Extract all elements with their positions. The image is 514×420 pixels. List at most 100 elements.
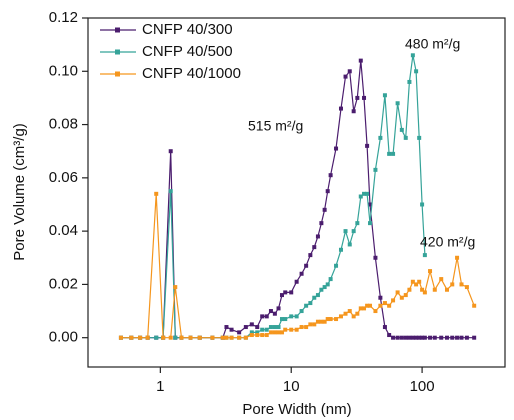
data-point xyxy=(403,135,408,140)
data-point xyxy=(308,253,313,258)
data-point xyxy=(249,322,254,327)
data-point xyxy=(439,335,444,340)
data-point xyxy=(161,335,166,340)
data-point xyxy=(264,327,269,332)
data-point xyxy=(255,325,260,330)
data-point xyxy=(272,311,277,316)
data-point xyxy=(455,255,460,260)
data-point xyxy=(338,314,343,319)
data-point xyxy=(312,295,317,300)
data-point xyxy=(243,335,248,340)
data-point xyxy=(391,335,396,340)
data-point xyxy=(403,335,408,340)
data-point xyxy=(347,309,352,314)
data-point xyxy=(145,335,150,340)
data-point xyxy=(422,253,427,258)
data-point xyxy=(365,143,370,148)
data-point xyxy=(355,221,360,226)
data-point xyxy=(283,327,288,332)
data-point xyxy=(283,317,288,322)
data-point xyxy=(299,309,304,314)
data-point xyxy=(173,285,178,290)
data-point xyxy=(338,247,343,252)
x-tick-label: 1 xyxy=(156,378,164,395)
data-point xyxy=(407,79,412,84)
data-point xyxy=(237,335,242,340)
data-point xyxy=(428,269,433,274)
data-point xyxy=(358,194,363,199)
x-tick-label: 10 xyxy=(283,378,300,395)
y-axis-title: Pore Volume (cm³/g) xyxy=(11,123,28,261)
data-point xyxy=(289,290,294,295)
data-point xyxy=(464,335,469,340)
legend-label: CNFP 40/300 xyxy=(142,21,233,38)
data-point xyxy=(414,335,419,340)
data-point xyxy=(260,333,265,338)
data-point xyxy=(343,74,348,79)
data-point xyxy=(220,335,225,340)
data-point xyxy=(260,314,265,319)
data-point xyxy=(237,330,242,335)
data-point xyxy=(129,335,134,340)
data-point xyxy=(464,285,469,290)
data-point xyxy=(417,335,422,340)
data-point xyxy=(224,325,229,330)
data-point xyxy=(355,311,360,316)
data-point xyxy=(197,335,202,340)
data-point xyxy=(243,325,248,330)
data-point xyxy=(188,335,193,340)
annotation: 420 m²/g xyxy=(420,234,475,250)
data-point xyxy=(289,314,294,319)
data-point xyxy=(289,327,294,332)
data-point xyxy=(395,335,400,340)
data-point xyxy=(378,135,383,140)
data-point xyxy=(459,335,464,340)
data-point xyxy=(229,327,234,332)
data-point xyxy=(315,234,320,239)
data-point xyxy=(276,306,281,311)
data-point xyxy=(351,314,356,319)
data-point xyxy=(399,295,404,300)
data-point xyxy=(347,69,352,74)
data-point xyxy=(422,290,427,295)
data-point xyxy=(255,333,260,338)
y-tick-label: 0.00 xyxy=(49,329,78,346)
data-point xyxy=(368,202,373,207)
data-point xyxy=(343,311,348,316)
data-point xyxy=(387,303,392,308)
data-point xyxy=(249,333,254,338)
data-point xyxy=(260,327,265,332)
data-point xyxy=(334,263,339,268)
data-point xyxy=(391,151,396,156)
data-point xyxy=(179,335,184,340)
data-point xyxy=(382,301,387,306)
data-point xyxy=(268,325,273,330)
data-point xyxy=(407,287,412,292)
data-point xyxy=(403,293,408,298)
data-point xyxy=(420,335,425,340)
y-tick-label: 0.08 xyxy=(49,116,78,133)
data-point xyxy=(365,191,370,196)
data-point xyxy=(319,319,324,324)
y-tick-label: 0.06 xyxy=(49,169,78,186)
data-point xyxy=(338,106,343,111)
data-point xyxy=(325,282,330,287)
data-point xyxy=(319,221,324,226)
data-point xyxy=(299,271,304,276)
data-point xyxy=(138,335,143,340)
data-point xyxy=(154,335,159,340)
data-point xyxy=(264,333,269,338)
data-point xyxy=(272,325,277,330)
data-point xyxy=(362,191,367,196)
data-point xyxy=(173,335,178,340)
legend-marker xyxy=(115,71,120,77)
data-point xyxy=(439,277,444,282)
data-point xyxy=(420,202,425,207)
data-point xyxy=(322,207,327,212)
data-point xyxy=(373,255,378,260)
x-tick-label: 100 xyxy=(410,378,435,395)
data-point xyxy=(304,325,309,330)
data-point xyxy=(168,189,173,194)
data-point xyxy=(432,287,437,292)
data-point xyxy=(391,298,396,303)
